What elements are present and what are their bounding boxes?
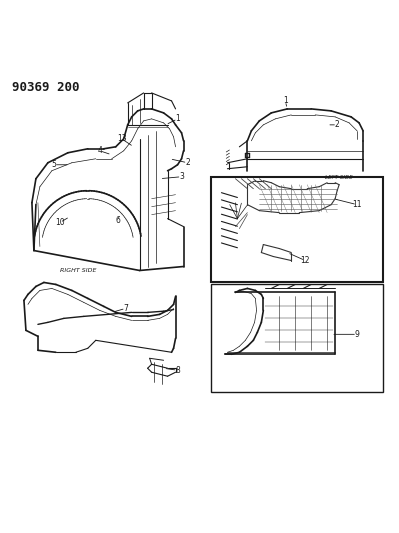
Bar bbox=[211, 285, 383, 392]
Text: 7: 7 bbox=[123, 304, 128, 313]
Text: 6: 6 bbox=[115, 216, 120, 225]
Bar bbox=[211, 177, 383, 282]
Text: 12: 12 bbox=[300, 256, 310, 265]
Text: LEFT SIDE: LEFT SIDE bbox=[325, 175, 353, 180]
Text: 2: 2 bbox=[335, 120, 340, 130]
Text: 1: 1 bbox=[283, 96, 288, 106]
Text: 13: 13 bbox=[117, 134, 126, 143]
Text: 8: 8 bbox=[175, 366, 180, 375]
Text: 3: 3 bbox=[179, 172, 184, 181]
Text: 9: 9 bbox=[355, 330, 359, 339]
Text: 11: 11 bbox=[352, 200, 362, 209]
Text: 1: 1 bbox=[175, 115, 180, 123]
Text: 90369 200: 90369 200 bbox=[12, 81, 79, 94]
Text: 4: 4 bbox=[97, 146, 102, 155]
Text: 2: 2 bbox=[185, 158, 190, 167]
Text: RIGHT SIDE: RIGHT SIDE bbox=[59, 269, 96, 273]
Text: 5: 5 bbox=[51, 160, 56, 169]
Text: 10: 10 bbox=[55, 218, 65, 227]
